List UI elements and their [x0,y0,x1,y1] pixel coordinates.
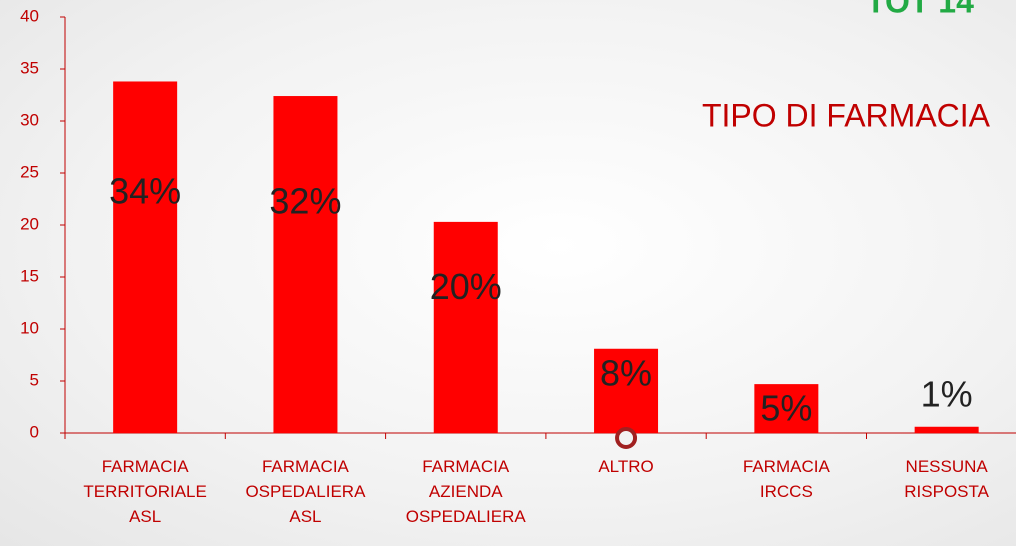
chart-title: TIPO DI FARMACIA [702,97,991,133]
y-tick-label: 30 [20,110,39,129]
bar [273,96,338,433]
cursor-marker [615,427,638,449]
value-label: 20% [430,266,502,307]
value-label: 1% [921,373,973,414]
y-tick-label: 0 [30,422,39,441]
bar [914,426,979,433]
value-label: 5% [760,388,812,429]
value-label: 8% [600,352,652,393]
x-tick-label: ALTRO [598,457,654,476]
y-tick-label: 10 [20,318,39,337]
bar [594,348,659,433]
y-tick-label: 5 [30,370,39,389]
annotation: TOT 14 [866,0,974,19]
value-label: 34% [109,170,181,211]
y-tick-label: 20 [20,214,39,233]
value-label: 32% [269,180,341,221]
bar [754,384,819,433]
bar [113,81,178,433]
x-tick-label: FARMACIA TERRITORIALE ASL [83,457,207,526]
y-tick-label: 40 [20,6,39,25]
x-tick-label: FARMACIA IRCCS [742,457,830,501]
x-tick-label: NESSUNA RISPOSTA [904,457,989,501]
x-tick-label: FARMACIA OSPEDALIERA ASL [245,457,366,526]
y-tick-label: 25 [20,162,39,181]
x-tick-label: FARMACIA AZIENDA OSPEDALIERA [405,457,526,526]
y-tick-label: 15 [20,266,39,285]
y-tick-label: 35 [20,58,39,77]
bar [433,221,498,433]
